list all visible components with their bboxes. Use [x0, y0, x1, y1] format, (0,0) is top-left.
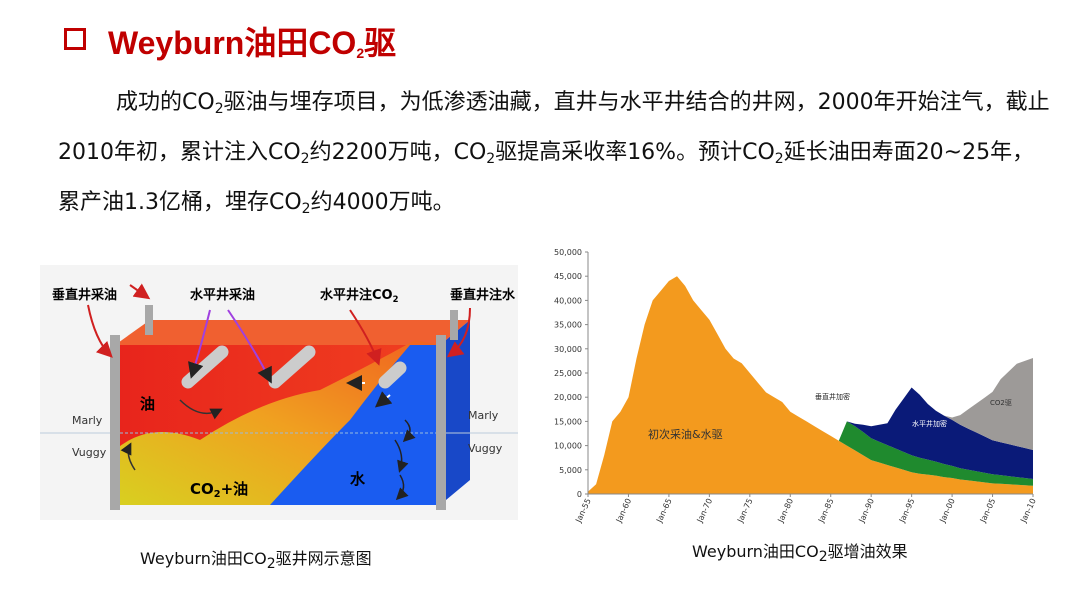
diagram-label: Marly [468, 409, 499, 422]
vertical-well [436, 335, 446, 510]
horizontal-well [378, 361, 407, 389]
vertical-well [145, 305, 153, 335]
subscript: 2 [356, 45, 365, 61]
subscript: 2 [486, 151, 496, 167]
arrow [395, 474, 409, 501]
text-run: 垂直井注水 [450, 287, 516, 303]
text-run: Vuggy [468, 442, 503, 455]
diagram-label: CO2+油 [190, 480, 248, 500]
text-run: 驱油与埋存项目，为低渗透油藏，直井与水平井结合的井网，2000年开始注气，截止2… [58, 90, 1050, 165]
box-side [440, 320, 470, 505]
arrow [402, 419, 416, 443]
y-tick-label: 5,000 [559, 466, 582, 475]
title-icon [64, 28, 86, 50]
series-label: CO2驱 [990, 399, 1012, 407]
subscript: 2 [214, 489, 221, 500]
arrow [446, 307, 471, 358]
box-top [115, 320, 470, 345]
chart-caption: Weyburn油田CO2驱增油效果 [692, 538, 908, 565]
text-run: 驱提高采收率16%。预计CO [495, 140, 775, 165]
text-run: Marly [72, 414, 103, 427]
chart: 0 5,000 10,000 15,000 20,000 25,000 30,000 35,0… [540, 242, 1045, 530]
series-label: 垂直井加密 [815, 392, 850, 401]
area [588, 276, 1033, 494]
y-tick-label: 0 [577, 490, 582, 499]
text-run: 成功的CO [116, 90, 215, 115]
text-run: 水 [350, 470, 366, 488]
horizontal-well [268, 345, 316, 389]
y-tick-label: 25,000 [554, 369, 582, 378]
y-tick-label: 15,000 [554, 417, 582, 426]
diagram-label: 油 [140, 395, 155, 413]
diagram-label: 垂直井注水 [450, 287, 516, 303]
text-run: Weyburn油田CO [692, 542, 819, 561]
subscript: 2 [301, 201, 311, 217]
paragraph: 成功的CO2驱油与埋存项目，为低渗透油藏，直井与水平井结合的井网，2000年开始… [58, 78, 1053, 228]
diagram-label: 水平井采油 [190, 287, 255, 303]
text-run: 油 [140, 395, 155, 413]
subscript: 2 [266, 556, 276, 572]
subscript: 2 [214, 101, 224, 117]
slide-title: Weyburn油田CO2驱 [64, 18, 396, 64]
y-tick-label: 30,000 [554, 345, 582, 354]
text-run: 驱井网示意图 [275, 549, 372, 568]
arrow [129, 283, 151, 300]
text-run: CO [190, 480, 214, 498]
series-label: 水平井加密 [912, 419, 947, 428]
title-text: Weyburn油田CO2驱 [108, 25, 396, 61]
diagram-label: 水 [350, 470, 366, 488]
text-run: 约2200万吨，CO [309, 140, 487, 165]
diagram-label: 垂直井采油 [52, 287, 117, 303]
subscript: 2 [300, 151, 310, 167]
text-run: 水平井采油 [190, 287, 255, 303]
text-run: Marly [468, 409, 499, 422]
arrow [120, 442, 136, 471]
y-tick-label: 45,000 [554, 272, 582, 281]
area [588, 276, 1033, 492]
arrow [349, 309, 382, 366]
arrow [227, 309, 272, 384]
text-run: +油 [221, 480, 249, 498]
diagram-label: Vuggy [72, 446, 107, 459]
arrow [188, 309, 211, 379]
y-tick-label: 50,000 [554, 248, 582, 257]
series-label: 初次采油&水驱 [648, 427, 723, 441]
arrow [394, 439, 409, 473]
subscript: 2 [774, 151, 784, 167]
arrow [179, 399, 223, 420]
text-run: 约4000万吨。 [310, 190, 455, 215]
diagram-label: Vuggy [468, 442, 503, 455]
subscript: 2 [818, 549, 828, 565]
text-run: Vuggy [72, 446, 107, 459]
text-run: 驱 [364, 25, 397, 61]
diagram-caption: Weyburn油田CO2驱井网示意图 [140, 545, 372, 572]
vertical-well [450, 310, 458, 340]
text-run: 延长油田寿面20~25年，累产油1.3亿桶，埋存CO [58, 140, 1035, 215]
text-run: Weyburn油田CO [140, 549, 267, 568]
arrow [374, 391, 393, 408]
vertical-well [110, 335, 120, 510]
diagram: 垂直井采油 水平井采油 水平井注CO2 垂直井注水 油 CO2+油 水 Marl… [40, 265, 518, 520]
arrow [87, 304, 113, 358]
y-tick-label: 10,000 [554, 442, 582, 451]
subscript: 2 [393, 294, 399, 304]
text-run: 垂直井采油 [52, 287, 117, 303]
diagram-label: 水平井注CO2 [320, 287, 399, 304]
y-tick-label: 35,000 [554, 321, 582, 330]
y-tick-label: 40,000 [554, 296, 582, 305]
diagram-label: Marly [72, 414, 103, 427]
text-run: Weyburn油田CO [108, 25, 357, 61]
text-run: 驱增油效果 [827, 542, 908, 561]
text-run: 水平井注CO [320, 287, 393, 303]
y-tick-label: 20,000 [554, 393, 582, 402]
